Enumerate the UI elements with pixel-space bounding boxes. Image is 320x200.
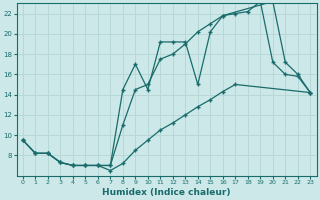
X-axis label: Humidex (Indice chaleur): Humidex (Indice chaleur) <box>102 188 231 197</box>
